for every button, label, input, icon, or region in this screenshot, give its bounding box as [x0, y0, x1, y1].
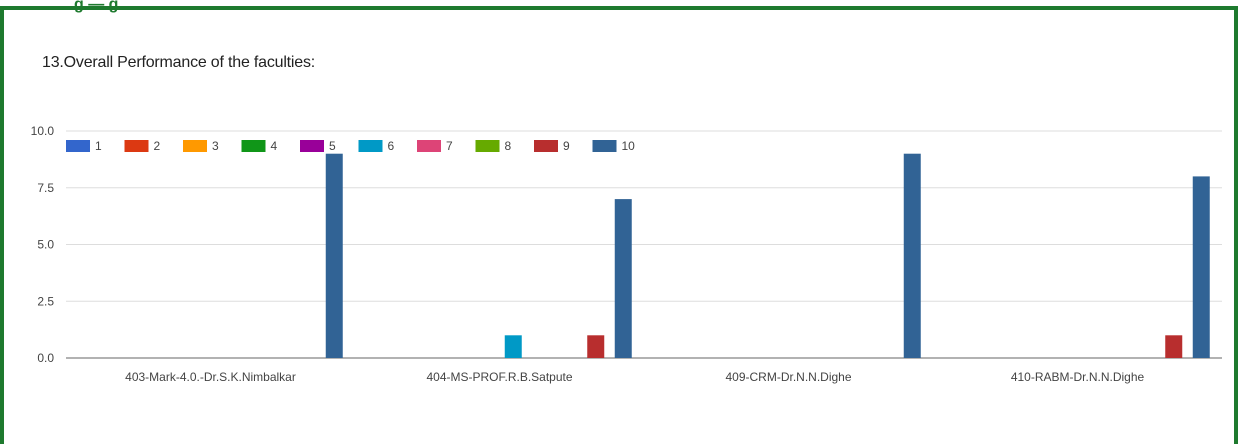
bar-9-1 [587, 335, 605, 358]
legend-swatch-7 [417, 140, 441, 152]
legend-swatch-3 [183, 140, 207, 152]
x-tick-label: 404-MS-PROF.R.B.Satpute [426, 370, 572, 384]
y-tick-label: 5.0 [37, 238, 54, 252]
legend-label-2: 2 [154, 139, 161, 153]
cut-off-heading: g — g [74, 0, 119, 13]
legend-label-1: 1 [95, 139, 102, 153]
y-tick-label: 2.5 [37, 294, 54, 308]
legend-swatch-8 [475, 140, 500, 152]
legend-swatch-6 [358, 140, 383, 152]
bar-10-0 [325, 153, 343, 358]
legend-swatch-5 [300, 140, 324, 152]
legend-swatch-4 [241, 140, 266, 152]
legend-label-8: 8 [505, 139, 512, 153]
legend-label-4: 4 [271, 139, 278, 153]
legend-label-3: 3 [212, 139, 219, 153]
bar-6-1 [504, 335, 522, 358]
bar-10-1 [614, 199, 632, 358]
legend-label-7: 7 [446, 139, 453, 153]
legend-label-5: 5 [329, 139, 336, 153]
legend-label-9: 9 [563, 139, 570, 153]
legend-swatch-10 [592, 140, 617, 152]
bar-10-2 [903, 153, 921, 358]
bar-9-3 [1165, 335, 1183, 358]
legend-swatch-2 [124, 140, 149, 152]
y-tick-label: 7.5 [37, 181, 54, 195]
legend-swatch-9 [534, 140, 558, 152]
x-tick-label: 409-CRM-Dr.N.N.Dighe [725, 370, 851, 384]
question-title: 13.Overall Performance of the faculties: [42, 54, 316, 71]
x-tick-label: 410-RABM-Dr.N.N.Dighe [1011, 370, 1145, 384]
y-tick-label: 0.0 [37, 351, 54, 365]
legend-swatch-1 [66, 140, 90, 152]
legend-label-6: 6 [388, 139, 395, 153]
legend-label-10: 10 [622, 139, 636, 153]
x-tick-label: 403-Mark-4.0.-Dr.S.K.Nimbalkar [125, 370, 296, 384]
bar-10-3 [1192, 176, 1210, 358]
y-tick-label: 10.0 [31, 124, 55, 138]
